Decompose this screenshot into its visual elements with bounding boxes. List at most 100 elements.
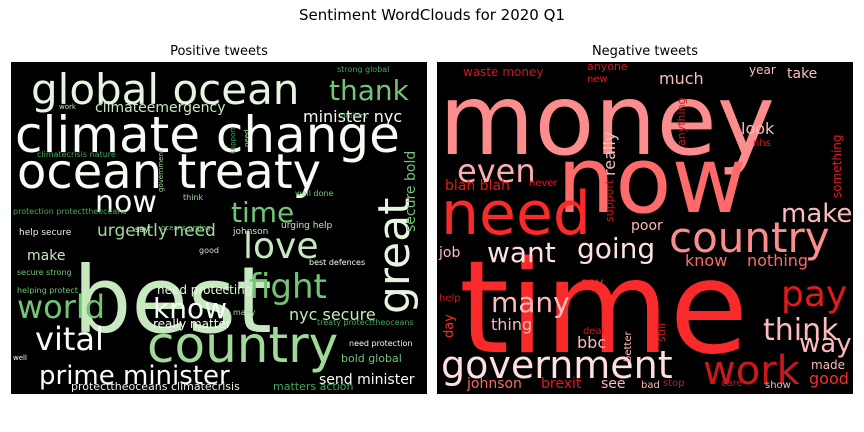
positive-word-send-minister: send minister bbox=[319, 372, 415, 388]
negative-word-something: something bbox=[830, 134, 844, 198]
positive-wordcloud: best climate change ocean treaty country glo… bbox=[11, 62, 427, 394]
positive-word-oceans-urging: oceans urging bbox=[161, 224, 211, 232]
positive-word-bold-global: bold global bbox=[341, 352, 402, 365]
negative-word-many: many bbox=[491, 286, 570, 319]
positive-word-know: know bbox=[153, 292, 227, 325]
positive-word-secure-bold: secure bold bbox=[403, 151, 419, 232]
negative-word-poor: poor bbox=[631, 218, 663, 234]
negative-word-want: want bbox=[487, 236, 556, 269]
negative-word-anyone: anyone bbox=[587, 62, 628, 73]
negative-word-look: look bbox=[741, 119, 775, 138]
negative-word-help: help bbox=[439, 293, 461, 304]
negative-word-show: show bbox=[765, 380, 791, 391]
negative-word-waste-money: waste money bbox=[463, 65, 543, 79]
negative-word-see: see bbox=[601, 376, 626, 392]
negative-word-thing: thing bbox=[491, 315, 532, 334]
positive-word-well-done: well done bbox=[295, 189, 333, 198]
positive-word-need: need bbox=[243, 130, 251, 148]
negative-word-really: really bbox=[600, 132, 619, 176]
positive-word-well: well bbox=[13, 354, 27, 362]
positive-word-make: make bbox=[27, 248, 65, 264]
positive-word-best: best bbox=[73, 247, 272, 354]
positive-word-thank: thank bbox=[329, 74, 410, 107]
negative-word-work: work bbox=[703, 348, 801, 394]
negative-word-still: still bbox=[655, 323, 668, 342]
negative-word-think: think bbox=[763, 313, 839, 348]
negative-word-government: government bbox=[441, 343, 673, 387]
negative-word-day: day bbox=[442, 314, 457, 338]
negative-wordcloud: money now time need country government even wor… bbox=[437, 62, 853, 394]
negative-word-going: going bbox=[577, 232, 655, 265]
positive-word-now: now bbox=[95, 185, 157, 220]
negative-word-nothing: nothing bbox=[747, 251, 808, 270]
positive-word-nyc-secure: nyc secure bbox=[289, 305, 376, 324]
positive-word-climateemergency: climateemergency bbox=[95, 100, 226, 116]
positive-panel-title: Positive tweets bbox=[170, 44, 268, 59]
negative-word-support: support bbox=[603, 179, 616, 222]
positive-word-helping-protect: helping protect bbox=[17, 286, 78, 295]
negative-word-way: way bbox=[799, 329, 852, 359]
positive-word-many: many bbox=[233, 308, 256, 317]
negative-word-made: made bbox=[811, 358, 845, 372]
negative-word-bad: bad bbox=[641, 380, 660, 391]
negative-word-say: say bbox=[581, 276, 604, 291]
positive-word-country: country bbox=[147, 316, 338, 374]
positive-word-really-matter: really matter bbox=[153, 317, 231, 331]
positive-word-protecttheoceans-climatecrisis: protecttheoceans climatecrisis bbox=[71, 380, 240, 393]
positive-word-love: love bbox=[243, 226, 318, 267]
negative-word-now: now bbox=[557, 127, 747, 234]
figure-title: Sentiment WordClouds for 2020 Q1 bbox=[299, 6, 565, 24]
positive-word-climatecrisis-nature: climatecrisis nature bbox=[37, 150, 116, 159]
positive-word-think: think bbox=[183, 193, 204, 202]
positive-word-minister-nyc: minister nyc bbox=[303, 107, 402, 126]
positive-word-say: say bbox=[135, 225, 149, 234]
positive-word-world: world bbox=[17, 288, 105, 326]
positive-word-strong-global: strong global bbox=[337, 65, 389, 74]
positive-word-good: good bbox=[199, 246, 219, 255]
negative-word-anything: anything bbox=[675, 97, 688, 146]
positive-word-fight: fight bbox=[249, 267, 327, 307]
negative-word-know: know bbox=[685, 251, 727, 270]
positive-word-support: support bbox=[229, 127, 237, 154]
positive-word-vital: vital bbox=[35, 320, 104, 358]
negative-word-blah-blah: blah blah bbox=[445, 178, 510, 194]
negative-word-country: country bbox=[669, 213, 830, 262]
negative-word-good: good bbox=[809, 369, 849, 388]
positive-word-brilliant: brilliant bbox=[341, 112, 368, 120]
positive-word-protection-protecttheoceans: protection protecttheoceans bbox=[13, 207, 127, 216]
positive-word-need-protecting: need protecting bbox=[157, 283, 252, 297]
negative-panel-title: Negative tweets bbox=[591, 44, 699, 59]
positive-word-secure-strong: secure strong bbox=[17, 268, 72, 277]
positive-word-climate-change: climate change bbox=[15, 106, 400, 164]
negative-word-make: make bbox=[781, 199, 852, 229]
negative-word-need: need bbox=[441, 179, 591, 249]
negative-word-pay: pay bbox=[781, 274, 847, 315]
negative-word-nhs: nhs bbox=[753, 138, 771, 149]
negative-word-new: new bbox=[587, 74, 608, 85]
positive-word-government: government bbox=[157, 149, 165, 192]
negative-word-deal: deal bbox=[583, 326, 604, 337]
negative-word-better: better bbox=[623, 331, 634, 362]
negative-word-time: time bbox=[459, 234, 748, 383]
negative-word-brexit: brexit bbox=[541, 376, 582, 392]
positive-word-urgently-need: urgently need bbox=[97, 221, 216, 241]
positive-word-global-ocean: global ocean bbox=[31, 65, 299, 114]
negative-word-year: year bbox=[749, 63, 776, 77]
positive-word-need-protection: need protection bbox=[349, 339, 412, 348]
positive-word-work: work bbox=[59, 103, 77, 111]
positive-word-help-secure: help secure bbox=[19, 228, 72, 238]
negative-word-even: even bbox=[457, 152, 536, 190]
positive-word-great: great bbox=[369, 198, 420, 314]
positive-word-matters-action: matters action bbox=[273, 380, 353, 393]
negative-word-johnson: johnson bbox=[466, 376, 522, 392]
negative-word-take: take bbox=[787, 66, 817, 82]
negative-word-care: care bbox=[721, 378, 743, 389]
negative-word-job: job bbox=[438, 245, 460, 261]
negative-word-much: much bbox=[659, 69, 704, 88]
positive-word-johnson: johnson bbox=[232, 227, 268, 237]
positive-word-urging-help: urging help bbox=[281, 221, 332, 231]
negative-word-stop: stop bbox=[663, 378, 685, 389]
negative-word-bbc: bbc bbox=[577, 333, 606, 352]
